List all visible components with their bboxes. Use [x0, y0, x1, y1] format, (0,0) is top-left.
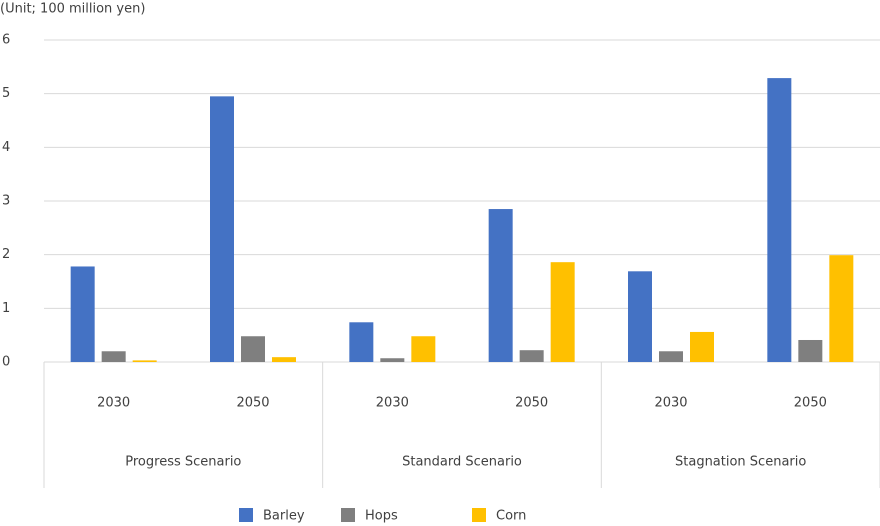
bar — [829, 255, 854, 362]
bar — [798, 339, 823, 362]
bar — [210, 96, 234, 362]
bar — [659, 351, 683, 362]
legend-label: Hops — [365, 509, 398, 524]
x-tick-label: 2030 — [654, 396, 687, 411]
group-label: Progress Scenario — [125, 455, 241, 470]
y-tick-label: 6 — [2, 33, 10, 48]
bar — [519, 350, 544, 362]
bar — [411, 336, 436, 362]
bar — [767, 78, 792, 362]
group-label: Standard Scenario — [402, 455, 522, 470]
x-tick-label: 2030 — [97, 396, 130, 411]
bar — [101, 351, 126, 362]
bar — [628, 271, 652, 362]
y-tick-label: 4 — [2, 140, 10, 155]
y-tick-label: 0 — [2, 355, 10, 370]
y-tick-label: 1 — [2, 301, 10, 316]
bar — [272, 357, 296, 362]
legend-swatch — [341, 508, 355, 522]
x-tick-label: 2050 — [794, 396, 827, 411]
bar — [241, 336, 265, 362]
y-tick-label: 2 — [2, 247, 10, 262]
y-tick-label: 3 — [2, 194, 10, 209]
unit-label: (Unit; 100 million yen) — [0, 2, 145, 17]
bar — [380, 358, 405, 362]
bar — [70, 266, 95, 362]
bar — [550, 262, 575, 362]
legend-swatch — [472, 508, 486, 522]
y-tick-label: 5 — [2, 86, 10, 101]
bar — [132, 360, 157, 362]
legend-swatch — [239, 508, 253, 522]
x-tick-label: 2050 — [236, 396, 269, 411]
bar — [488, 209, 513, 362]
x-tick-label: 2050 — [515, 396, 548, 411]
group-label: Stagnation Scenario — [675, 455, 806, 470]
legend-label: Corn — [496, 509, 526, 524]
bar — [349, 322, 374, 362]
x-tick-label: 2030 — [376, 396, 409, 411]
legend-label: Barley — [263, 509, 305, 524]
bar — [690, 331, 714, 362]
